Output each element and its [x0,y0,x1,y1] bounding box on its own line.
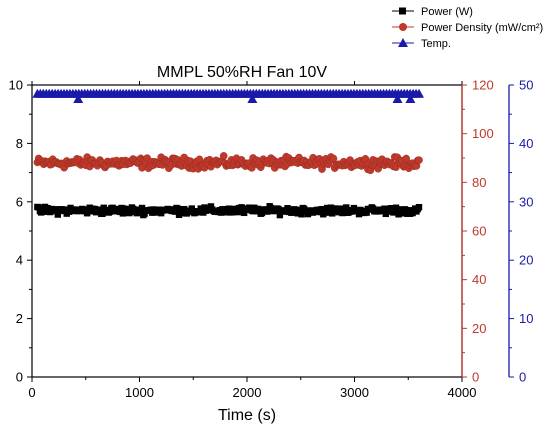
x-tick-label: 1000 [125,385,154,400]
power-point [35,204,42,211]
power-point [141,210,148,217]
temp-point [392,94,403,104]
plot-frame [31,84,463,378]
temp-point [405,94,416,104]
left-tick-label: 4 [16,253,23,268]
power-point [240,209,248,217]
power-point [54,211,61,218]
legend-power-label: Power (W) [421,6,473,18]
left-tick-label: 0 [16,370,23,385]
right1-tick-label: 60 [472,224,486,239]
power-point [399,210,406,217]
right2-tick-label: 0 [519,370,526,385]
left-tick-label: 2 [16,311,23,326]
legend-temp-label: Temp. [421,38,451,50]
right2-tick-label: 20 [519,253,533,268]
legend: Power (W) Power Density (mW/cm²) Temp. [392,6,543,50]
right1-tick-label: 40 [472,272,486,287]
power-point [126,209,133,217]
legend-density-marker [399,23,407,31]
power-point [180,205,188,213]
right1-tick-label: 100 [472,126,494,141]
power-point [106,208,114,215]
right1-tick-label: 0 [472,370,479,385]
series-layer [32,88,424,219]
power-point [138,204,146,212]
temp-point [73,94,84,104]
right1-tick-label: 20 [472,321,486,336]
right2-tick-label: 50 [519,78,533,93]
right2-tick-label: 40 [519,136,533,151]
right1-tick-label: 120 [472,78,494,93]
power-point [96,206,104,213]
left-tick-label: 10 [9,78,23,93]
x-tick-label: 2000 [233,385,262,400]
right2-tick-label: 30 [519,194,533,209]
power-point [174,205,181,212]
legend-power-marker [399,7,406,15]
right1-tick-label: 80 [472,175,486,190]
x-tick-label: 3000 [340,385,369,400]
power-density-point [415,156,423,164]
temp-point [414,88,424,98]
power-point [343,204,350,211]
plot-area [31,84,463,378]
legend-density-label: Power Density (mW/cm²) [421,22,543,34]
temp-point [247,94,258,104]
power-point [298,211,305,218]
right2-tick-label: 10 [519,311,533,326]
power-density-point [219,152,228,160]
x-tick-label: 4000 [448,385,477,400]
axes-layer: 0 1000 2000 3000 400002468100204060801001200… [9,78,534,401]
left-tick-label: 6 [16,194,23,209]
x-tick-label: 0 [28,385,35,400]
legend-temp-marker [398,38,408,47]
power-point [276,211,284,219]
x-axis-title: Time (s) [218,407,276,424]
power-point [415,203,423,211]
chart-title: MMPL 50%RH Fan 10V [157,64,327,81]
left-tick-label: 8 [16,136,23,151]
power-point [229,209,236,216]
power-density-point [329,154,338,163]
